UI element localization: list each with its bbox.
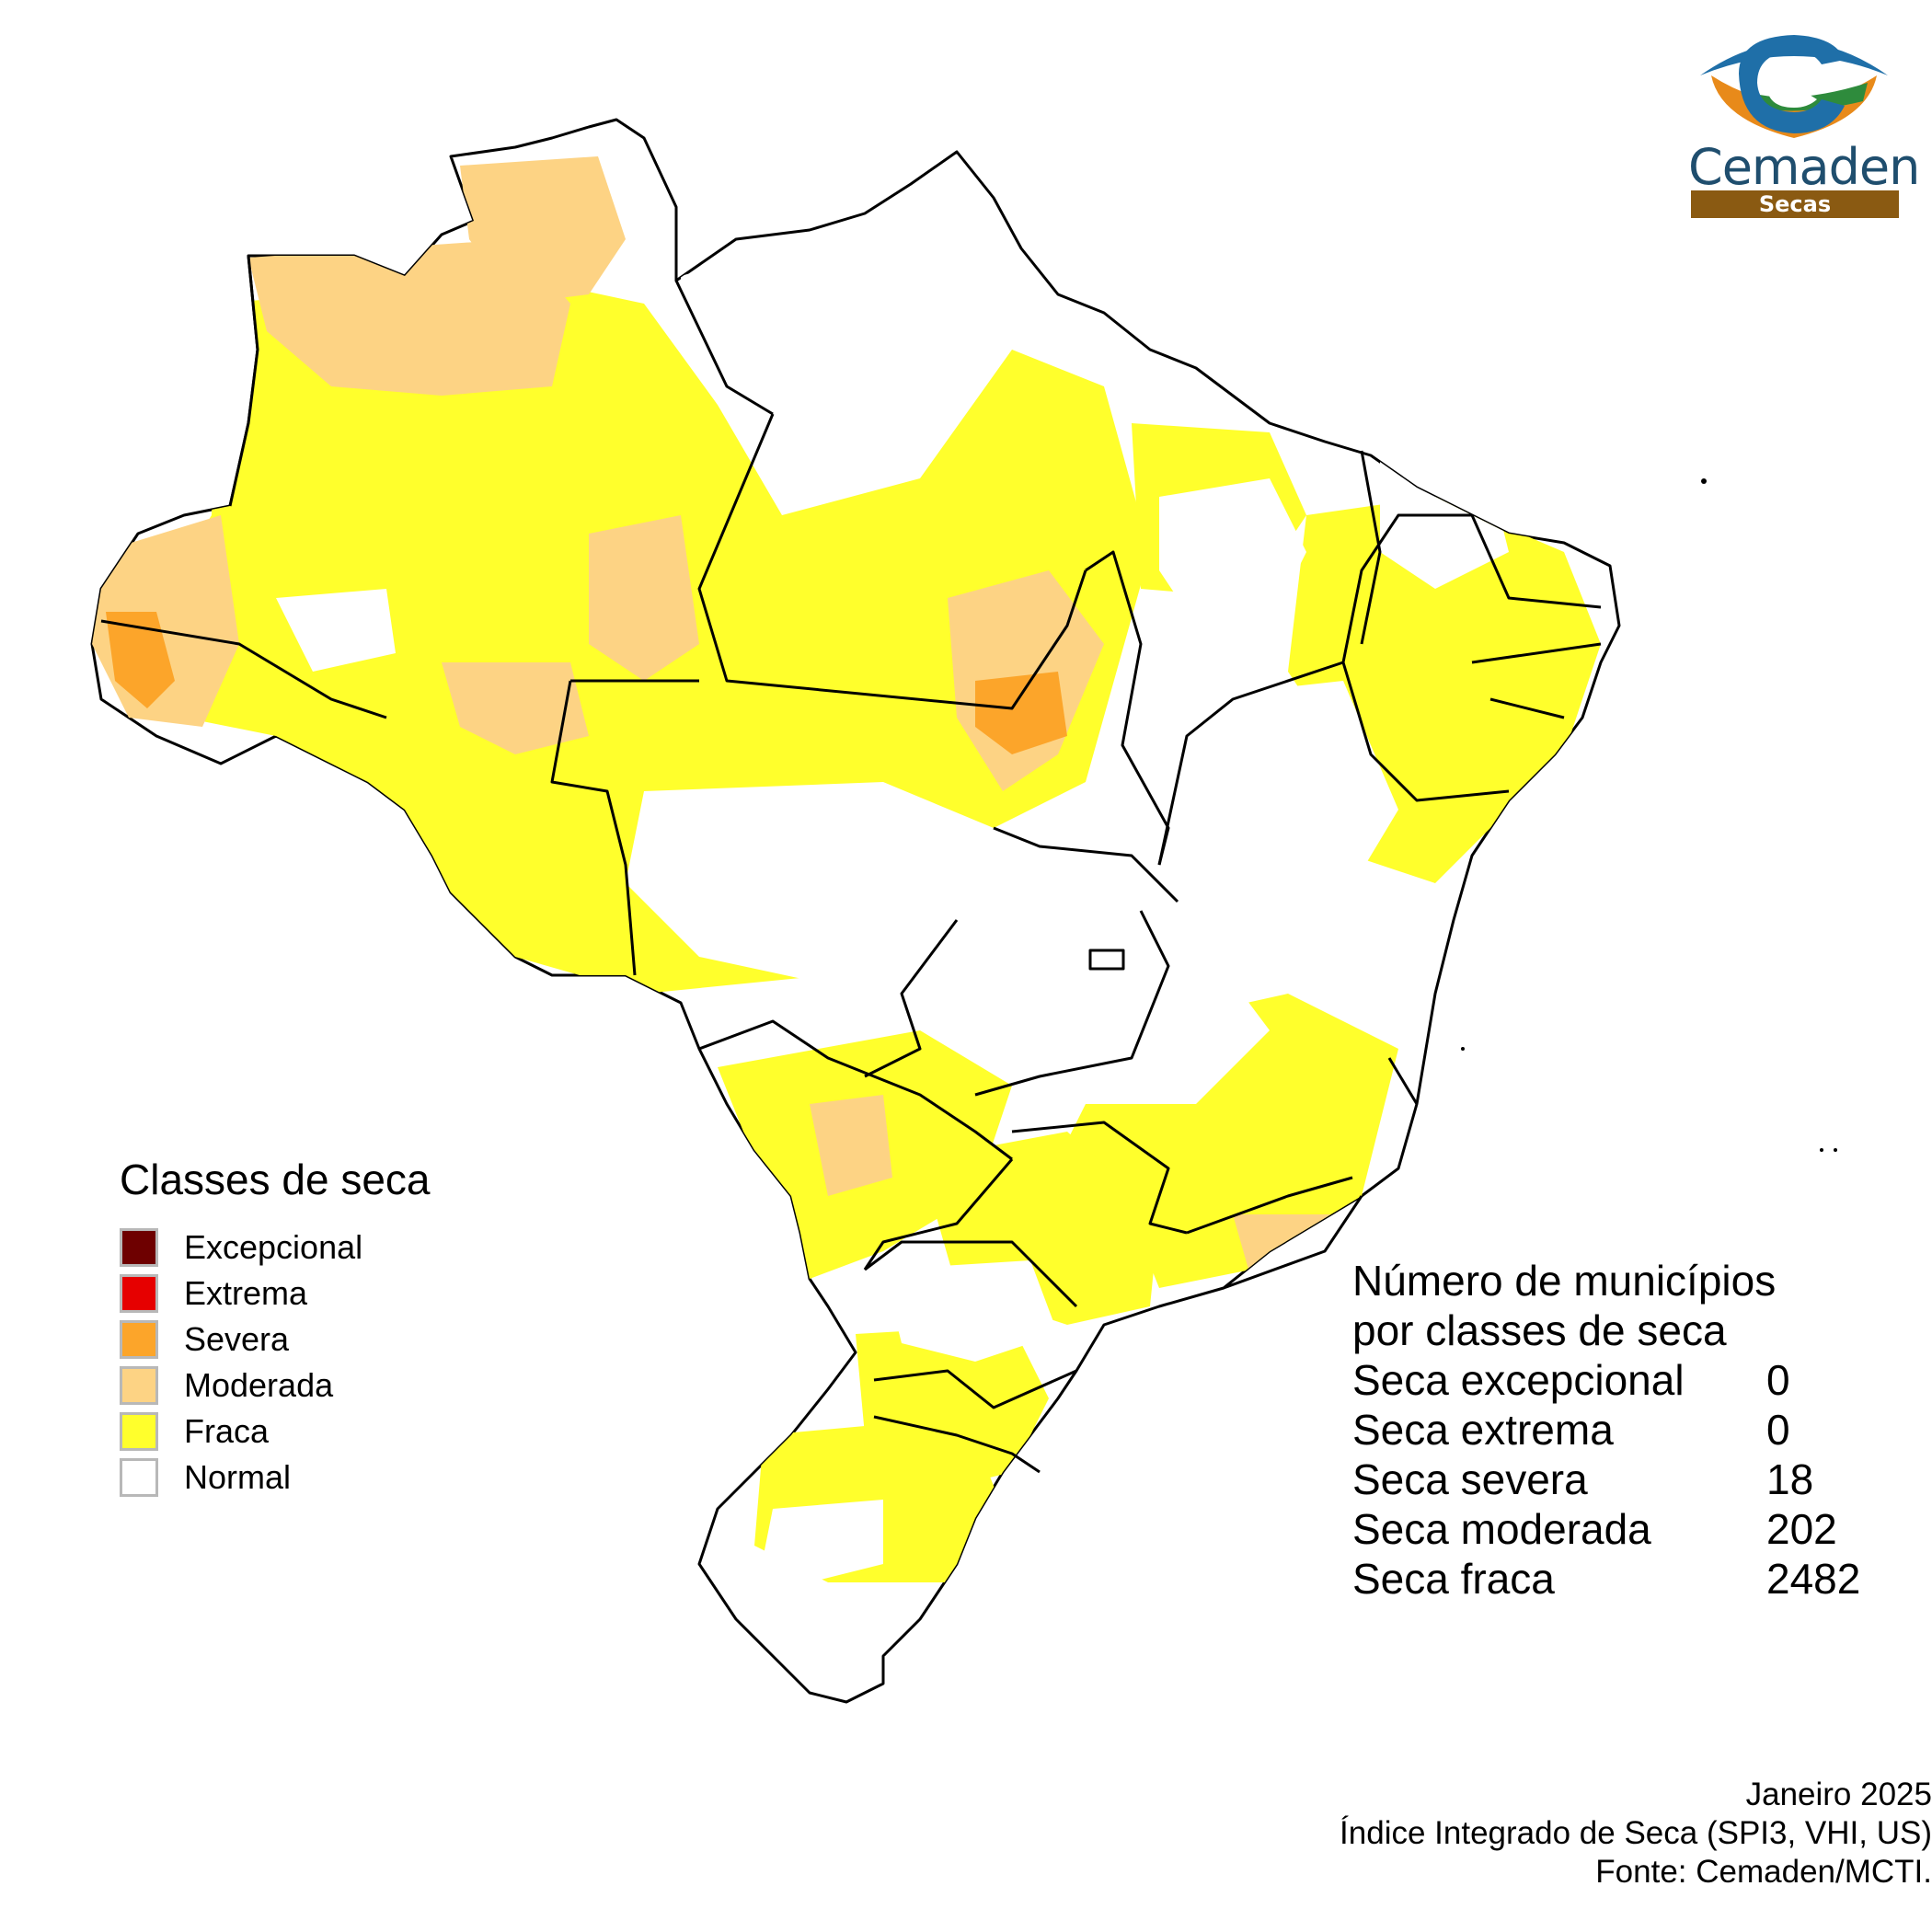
count-row-severa: Seca severa 18: [1352, 1455, 1914, 1504]
islands: [1461, 478, 1837, 1152]
legend-swatch: [120, 1458, 158, 1497]
legend-title: Classes de seca: [120, 1156, 431, 1203]
footer-date: Janeiro 2025: [1745, 1777, 1932, 1812]
count-label: Seca extrema: [1352, 1406, 1614, 1454]
count-value: 0: [1766, 1356, 1790, 1404]
legend-label: Excepcional: [184, 1228, 363, 1266]
region-normal-minas: [1049, 957, 1270, 1104]
logo-wordmark: Cemaden: [1688, 138, 1920, 196]
legend-label: Moderada: [184, 1366, 334, 1404]
legend-item-excepcional: Excepcional: [120, 1225, 431, 1271]
count-row-fraca: Seca fraca 2482: [1352, 1554, 1914, 1604]
region-moderada-roraima: [460, 156, 626, 304]
footer-caption: Janeiro 2025 Índice Integrado de Seca (S…: [1340, 1776, 1932, 1892]
region-normal-rs: [764, 1500, 883, 1582]
legend-item-moderada: Moderada: [120, 1363, 431, 1409]
legend-label: Fraca: [184, 1412, 270, 1450]
count-label: Seca moderada: [1352, 1505, 1651, 1553]
legend-swatch: [120, 1228, 158, 1267]
count-label: Seca fraca: [1352, 1555, 1555, 1603]
legend: Classes de seca Excepcional Extrema Seve…: [120, 1155, 431, 1501]
logo-subtitle-band: Secas: [1691, 190, 1899, 218]
legend-label: Severa: [184, 1320, 290, 1358]
counts-title-line1: Número de municípios: [1352, 1257, 1777, 1305]
legend-item-normal: Normal: [120, 1455, 431, 1501]
legend-item-severa: Severa: [120, 1317, 431, 1363]
legend-item-fraca: Fraca: [120, 1409, 431, 1455]
drought-class-regions: [92, 156, 1601, 1582]
count-value: 18: [1766, 1455, 1814, 1503]
count-label: Seca severa: [1352, 1455, 1588, 1503]
region-normal-parana: [883, 1260, 1058, 1362]
footer-index: Índice Integrado de Seca (SPI3, VHI, US): [1340, 1815, 1932, 1851]
region-normal-amapa-para: [681, 239, 902, 432]
legend-swatch: [120, 1412, 158, 1451]
region-normal-mato-grosso: [626, 782, 994, 984]
count-label: Seca excepcional: [1352, 1356, 1685, 1404]
region-severa-tocantins: [975, 672, 1067, 754]
legend-label: Normal: [184, 1458, 292, 1496]
region-moderada-rondonia: [442, 662, 589, 754]
count-value: 0: [1766, 1406, 1790, 1454]
cemaden-eye-logo-icon: [1700, 35, 1888, 138]
legend-item-extrema: Extrema: [120, 1271, 431, 1317]
count-value: 202: [1766, 1505, 1837, 1553]
count-value: 2482: [1766, 1555, 1861, 1603]
region-moderada-mato-grosso-sul: [810, 1095, 892, 1196]
legend-swatch: [120, 1274, 158, 1313]
region-moderada-northwest: [248, 239, 570, 396]
state-borders: [100, 255, 1602, 1474]
region-normal-amazonas-west: [276, 589, 396, 672]
region-severa-acre: [106, 612, 175, 708]
municipality-counts-panel: Número de municípios por classes de seca…: [1352, 1256, 1914, 1604]
region-normal-maranhao: [1159, 478, 1306, 626]
legend-swatch: [120, 1320, 158, 1359]
counts-title-line2: por classes de seca: [1352, 1306, 1727, 1354]
legend-swatch: [120, 1366, 158, 1405]
count-row-excepcional: Seca excepcional 0: [1352, 1355, 1914, 1405]
count-row-moderada: Seca moderada 202: [1352, 1504, 1914, 1554]
count-row-extrema: Seca extrema 0: [1352, 1405, 1914, 1455]
footer-source: Fonte: Cemaden/MCTI.: [1595, 1854, 1932, 1890]
legend-label: Extrema: [184, 1274, 308, 1312]
region-normal-bahia: [1178, 681, 1398, 920]
region-moderada-amazonas-south: [589, 515, 699, 681]
